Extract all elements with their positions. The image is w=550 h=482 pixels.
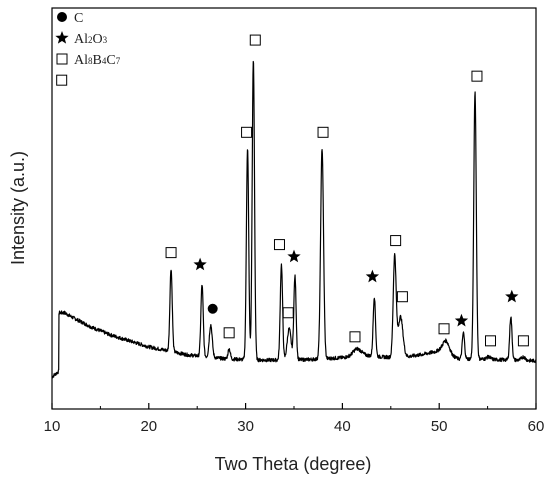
x-axis-title: Two Theta (degree) xyxy=(215,454,372,474)
square-marker xyxy=(165,247,177,259)
circle-marker xyxy=(207,303,218,314)
x-axis-ticks xyxy=(51,403,537,409)
legend-star-symbol xyxy=(55,31,69,44)
x-tick-label: 40 xyxy=(334,418,351,435)
x-axis-tick-labels: 10 20 30 40 50 60 xyxy=(44,418,545,435)
square-marker xyxy=(56,74,68,86)
square-marker xyxy=(349,331,361,343)
star-marker xyxy=(365,269,380,283)
square-marker xyxy=(317,126,329,138)
square-marker xyxy=(249,34,261,46)
plot-frame xyxy=(51,7,537,410)
star-marker xyxy=(193,257,207,271)
x-tick-label: 50 xyxy=(431,418,448,435)
square-marker xyxy=(390,235,402,247)
legend-label: Al2O3 xyxy=(74,32,108,47)
star-marker xyxy=(287,249,301,263)
legend: C Al2O3 Al8B4C7 xyxy=(55,11,121,68)
square-marker xyxy=(223,327,235,339)
star-marker xyxy=(505,289,519,303)
square-marker xyxy=(282,307,294,319)
star-marker xyxy=(454,313,469,327)
x-tick-label: 60 xyxy=(528,418,545,435)
legend-label: Al8B4C7 xyxy=(74,53,121,68)
x-tick-label: 20 xyxy=(140,418,157,435)
square-marker xyxy=(273,239,285,251)
legend-square-symbol xyxy=(56,53,68,65)
x-tick-label: 10 xyxy=(44,418,61,435)
square-marker xyxy=(241,126,253,138)
square-marker xyxy=(471,70,483,82)
legend-circle-symbol xyxy=(57,12,67,22)
square-marker xyxy=(517,335,529,347)
y-axis-title: Intensity (a.u.) xyxy=(8,151,28,265)
square-marker xyxy=(438,323,450,335)
peak-markers xyxy=(56,34,529,347)
xrd-pattern-line xyxy=(51,60,537,379)
x-tick-label: 30 xyxy=(237,418,254,435)
square-marker xyxy=(396,291,408,303)
square-marker xyxy=(485,335,497,347)
legend-label: C xyxy=(74,11,83,26)
